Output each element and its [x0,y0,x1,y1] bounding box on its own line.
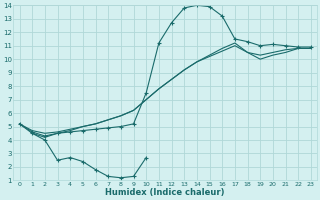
X-axis label: Humidex (Indice chaleur): Humidex (Indice chaleur) [106,188,225,197]
